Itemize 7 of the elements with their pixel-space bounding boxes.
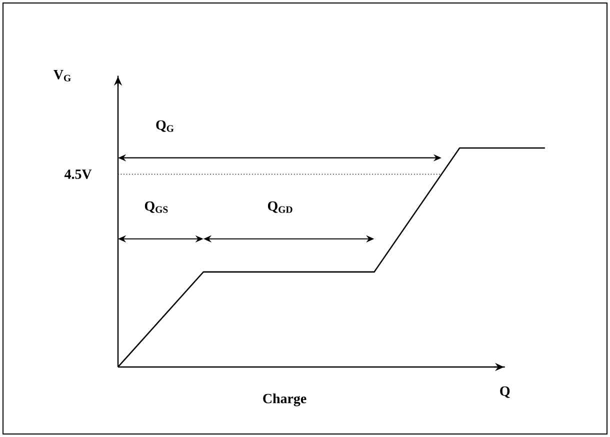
x-axis-title: Charge — [263, 393, 306, 406]
y-axis-title: V$_{G}$ — [54, 70, 71, 82]
text: Q — [500, 386, 510, 398]
ref-line-label: 4.5V — [64, 170, 92, 179]
annotation: Q$_{GS}$ — [144, 201, 168, 213]
annotation: Q$_{GD}$ — [268, 201, 292, 213]
text: Q$_{G}$ — [156, 120, 174, 132]
